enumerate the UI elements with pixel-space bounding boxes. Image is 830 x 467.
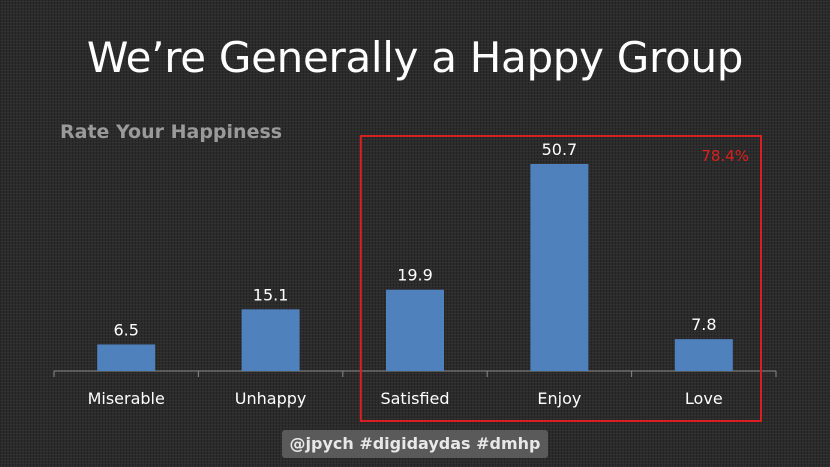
- footer-hashtags: @jpych #digidaydas #dmhp: [282, 430, 548, 458]
- x-tick-label: Enjoy: [537, 389, 581, 408]
- bar-miserable: [97, 344, 156, 371]
- data-label: 15.1: [253, 285, 289, 304]
- x-tick-label: Unhappy: [235, 389, 307, 408]
- data-label: 7.8: [691, 315, 716, 334]
- x-tick-label: Satisfied: [380, 389, 449, 408]
- bar-satisfied: [386, 289, 444, 371]
- highlight-box: [359, 135, 762, 422]
- chart-title: Rate Your Happiness: [60, 121, 283, 143]
- x-tick-label: Miserable: [88, 389, 165, 408]
- slide-title: We’re Generally a Happy Group: [86, 33, 744, 82]
- x-tick-label: Love: [685, 389, 723, 408]
- highlight-total-label: 78.4%: [701, 147, 749, 165]
- bar-love: [674, 339, 733, 371]
- data-label: 19.9: [397, 266, 433, 285]
- bar-enjoy: [530, 163, 589, 371]
- data-label: 6.5: [113, 320, 138, 339]
- data-label: 50.7: [542, 140, 578, 159]
- bar-unhappy: [241, 309, 300, 371]
